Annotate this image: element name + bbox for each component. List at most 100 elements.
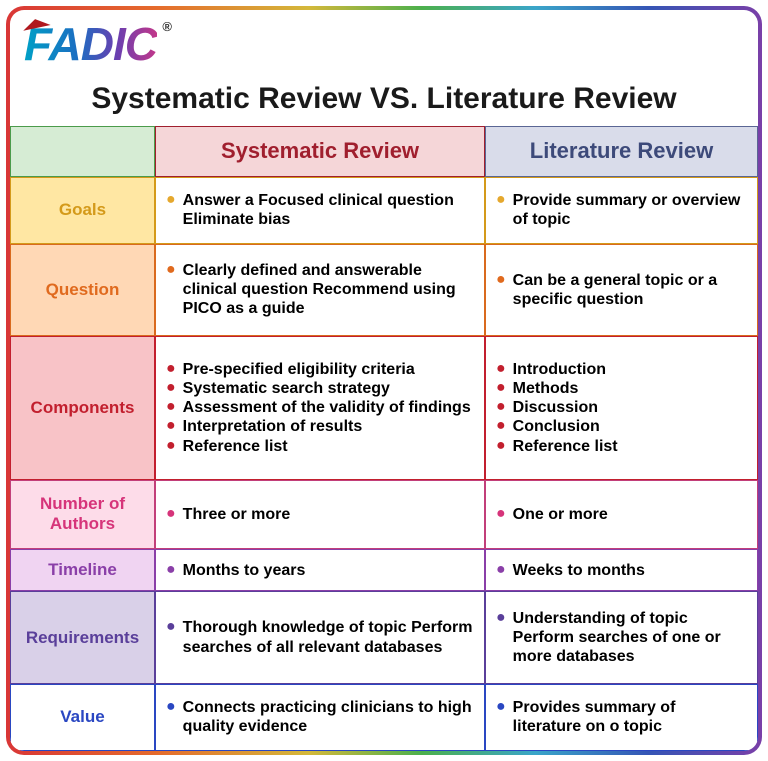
bullet-item: ● Provides summary of literature on o top… xyxy=(496,698,747,736)
bullet-text: Connects practicing clinicians to high q… xyxy=(183,698,474,736)
bullet-icon: ● xyxy=(496,417,506,435)
header-empty xyxy=(10,126,155,177)
bullet-text: Can be a general topic or a specific que… xyxy=(513,271,747,309)
bullet-text: Reference list xyxy=(183,437,288,456)
bullet-item: ● Pre-specified eligibility criteria xyxy=(166,360,474,379)
bullet-item: ● Reference list xyxy=(496,437,747,456)
bullet-icon: ● xyxy=(166,360,176,378)
cell-literature: ● Can be a general topic or a specific qu… xyxy=(485,244,758,337)
bullet-text: Three or more xyxy=(183,505,291,524)
bullet-item: ● One or more xyxy=(496,505,747,524)
comparison-table: Systematic Review Literature Review Goal… xyxy=(10,126,758,751)
logo-row: FADIC ® xyxy=(10,10,758,78)
table-row: Components ● Pre-specified eligibility cri… xyxy=(10,336,758,480)
bullet-text: Discussion xyxy=(513,398,598,417)
bullet-item: ● Conclusion xyxy=(496,417,747,436)
bullet-item: ● Systematic search strategy xyxy=(166,379,474,398)
bullet-item: ● Interpretation of results xyxy=(166,417,474,436)
logo: FADIC ® xyxy=(24,17,157,71)
bullet-icon: ● xyxy=(166,191,176,209)
cell-systematic: ● Pre-specified eligibility criteria ● Syst… xyxy=(155,336,485,480)
bullet-text: Conclusion xyxy=(513,417,600,436)
header-systematic: Systematic Review xyxy=(155,126,485,177)
table-row: Requirements●Thorough knowledge of topic… xyxy=(10,591,758,684)
bullet-item: ● Three or more xyxy=(166,505,474,524)
bullet-icon: ● xyxy=(166,561,176,579)
bullet-text: Assessment of the validity of findings xyxy=(183,398,471,417)
bullet-item: ● Clearly defined and answerable clinical… xyxy=(166,261,474,319)
table-row: Value ● Connects practicing clinicians to … xyxy=(10,684,758,751)
bullet-icon: ● xyxy=(496,437,506,455)
bullet-text: Thorough knowledge of topic Perform sear… xyxy=(183,618,474,656)
cell-systematic: ● Months to years xyxy=(155,549,485,592)
bullet-icon: ● xyxy=(166,261,176,279)
bullet-icon: ● xyxy=(496,561,506,579)
bullet-icon: ● xyxy=(166,698,176,716)
bullet-item: ●Thorough knowledge of topic Perform sea… xyxy=(166,618,474,656)
category-label: Value xyxy=(10,684,155,751)
bullet-item: ● Provide summary or overview of topic xyxy=(496,191,747,229)
bullet-icon: ● xyxy=(496,505,506,523)
cell-systematic: ●Thorough knowledge of topic Perform sea… xyxy=(155,591,485,684)
bullet-item: ●Weeks to months xyxy=(496,561,747,580)
table-row: Question ● Clearly defined and answerable … xyxy=(10,244,758,337)
bullet-icon: ● xyxy=(166,437,176,455)
bullet-text: Months to years xyxy=(183,561,306,580)
category-label: Requirements xyxy=(10,591,155,684)
bullet-text: Reference list xyxy=(513,437,618,456)
cell-literature: ●Weeks to months xyxy=(485,549,758,592)
gradient-frame: FADIC ® Systematic Review VS. Literature… xyxy=(6,6,762,755)
cell-systematic: ● Connects practicing clinicians to high … xyxy=(155,684,485,751)
bullet-icon: ● xyxy=(496,379,506,397)
cell-literature: ● Provide summary or overview of topic xyxy=(485,177,758,244)
bullet-item: ● Introduction xyxy=(496,360,747,379)
bullet-icon: ● xyxy=(166,505,176,523)
bullet-text: Clearly defined and answerable clinical … xyxy=(183,261,474,319)
bullet-icon: ● xyxy=(496,360,506,378)
bullet-text: Provide summary or overview of topic xyxy=(513,191,747,229)
category-label: Goals xyxy=(10,177,155,244)
bullet-item: ● Assessment of the validity of findings xyxy=(166,398,474,417)
cell-literature: ● One or more xyxy=(485,480,758,549)
registered-symbol: ® xyxy=(162,19,171,34)
header-literature: Literature Review xyxy=(485,126,758,177)
cell-literature: ● Understanding of topic Perform searches… xyxy=(485,591,758,684)
page-title: Systematic Review VS. Literature Review xyxy=(10,78,758,126)
table-row: Timeline ● Months to years ●Weeks to months xyxy=(10,549,758,592)
bullet-item: ● Understanding of topic Perform searches… xyxy=(496,609,747,667)
bullet-text: Provides summary of literature on o topi… xyxy=(513,698,747,736)
content-panel: FADIC ® Systematic Review VS. Literature… xyxy=(10,10,758,751)
bullet-icon: ● xyxy=(496,609,506,627)
category-label: Components xyxy=(10,336,155,480)
bullet-item: ● Connects practicing clinicians to high … xyxy=(166,698,474,736)
cell-systematic: ● Three or more xyxy=(155,480,485,549)
bullet-item: ● Months to years xyxy=(166,561,474,580)
bullet-text: Pre-specified eligibility criteria xyxy=(183,360,415,379)
category-label: Question xyxy=(10,244,155,337)
bullet-item: ● Reference list xyxy=(166,437,474,456)
bullet-icon: ● xyxy=(496,698,506,716)
bullet-icon: ● xyxy=(166,398,176,416)
category-label: Timeline xyxy=(10,549,155,592)
bullet-icon: ● xyxy=(496,398,506,416)
bullet-text: Understanding of topic Perform searches … xyxy=(513,609,747,667)
bullet-text: Answer a Focused clinical question Elimi… xyxy=(183,191,474,229)
bullet-item: ● Discussion xyxy=(496,398,747,417)
category-label: Number of Authors xyxy=(10,480,155,549)
bullet-item: ● Methods xyxy=(496,379,747,398)
bullet-text: Interpretation of results xyxy=(183,417,363,436)
bullet-text: Methods xyxy=(513,379,579,398)
cell-systematic: ● Answer a Focused clinical question Elim… xyxy=(155,177,485,244)
cell-literature: ● Provides summary of literature on o top… xyxy=(485,684,758,751)
bullet-icon: ● xyxy=(496,271,506,289)
bullet-text: Introduction xyxy=(513,360,606,379)
bullet-icon: ● xyxy=(166,379,176,397)
cell-systematic: ● Clearly defined and answerable clinical… xyxy=(155,244,485,337)
bullet-text: One or more xyxy=(513,505,608,524)
bullet-icon: ● xyxy=(496,191,506,209)
table-row: Goals ● Answer a Focused clinical question… xyxy=(10,177,758,244)
bullet-text: Systematic search strategy xyxy=(183,379,390,398)
bullet-icon: ● xyxy=(166,417,176,435)
bullet-item: ● Can be a general topic or a specific qu… xyxy=(496,271,747,309)
bullet-item: ● Answer a Focused clinical question Elim… xyxy=(166,191,474,229)
